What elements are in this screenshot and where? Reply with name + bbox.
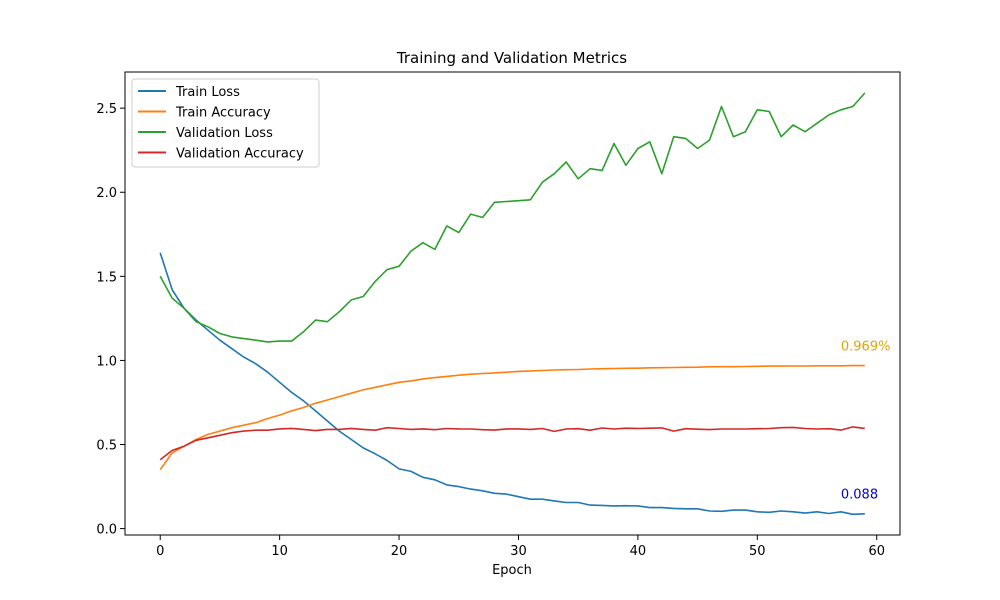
x-tick-label: 50 — [749, 544, 766, 559]
y-tick-label: 2.5 — [96, 102, 117, 117]
series-line-3 — [159, 92, 866, 343]
series-line-1 — [159, 252, 865, 516]
annotation-label: 0.969% — [841, 339, 891, 354]
y-tick-label: 1.5 — [96, 270, 117, 285]
plot-area — [124, 71, 901, 536]
plot-frame — [124, 71, 901, 536]
legend-entry: Train Loss — [175, 85, 240, 100]
legend-entry: Validation Accuracy — [176, 147, 304, 162]
x-axis-label: Epoch — [492, 563, 532, 578]
x-tick-label: 10 — [271, 544, 288, 559]
annotation-label: 0.088 — [841, 487, 878, 502]
x-tick-label: 30 — [510, 544, 527, 559]
x-tick-label: 60 — [868, 544, 885, 559]
series-line-2 — [159, 364, 865, 471]
y-tick-label: 1.0 — [96, 354, 117, 369]
legend-entry: Train Accuracy — [175, 106, 271, 121]
legend: Train Loss Train Accuracy Validation Loss V… — [131, 78, 320, 168]
annotations: 0.969% 0.088 — [841, 339, 891, 502]
series-layer — [159, 92, 866, 516]
series-line-4 — [159, 426, 865, 461]
x-tick-label: 40 — [630, 544, 647, 559]
x-tick-label: 20 — [391, 544, 408, 559]
legend-entry: Validation Loss — [176, 126, 273, 141]
y-tick-label: 2.0 — [96, 186, 117, 201]
chart-title: Training and Validation Metrics — [396, 49, 627, 67]
x-axis: 0 10 20 30 40 50 60 — [156, 535, 885, 559]
y-axis: 0.0 0.5 1.0 1.5 2.0 2.5 — [96, 102, 125, 538]
y-tick-label: 0.0 — [96, 523, 117, 538]
x-tick-label: 0 — [156, 544, 164, 559]
legend-box — [131, 78, 320, 168]
y-tick-label: 0.5 — [96, 439, 117, 454]
